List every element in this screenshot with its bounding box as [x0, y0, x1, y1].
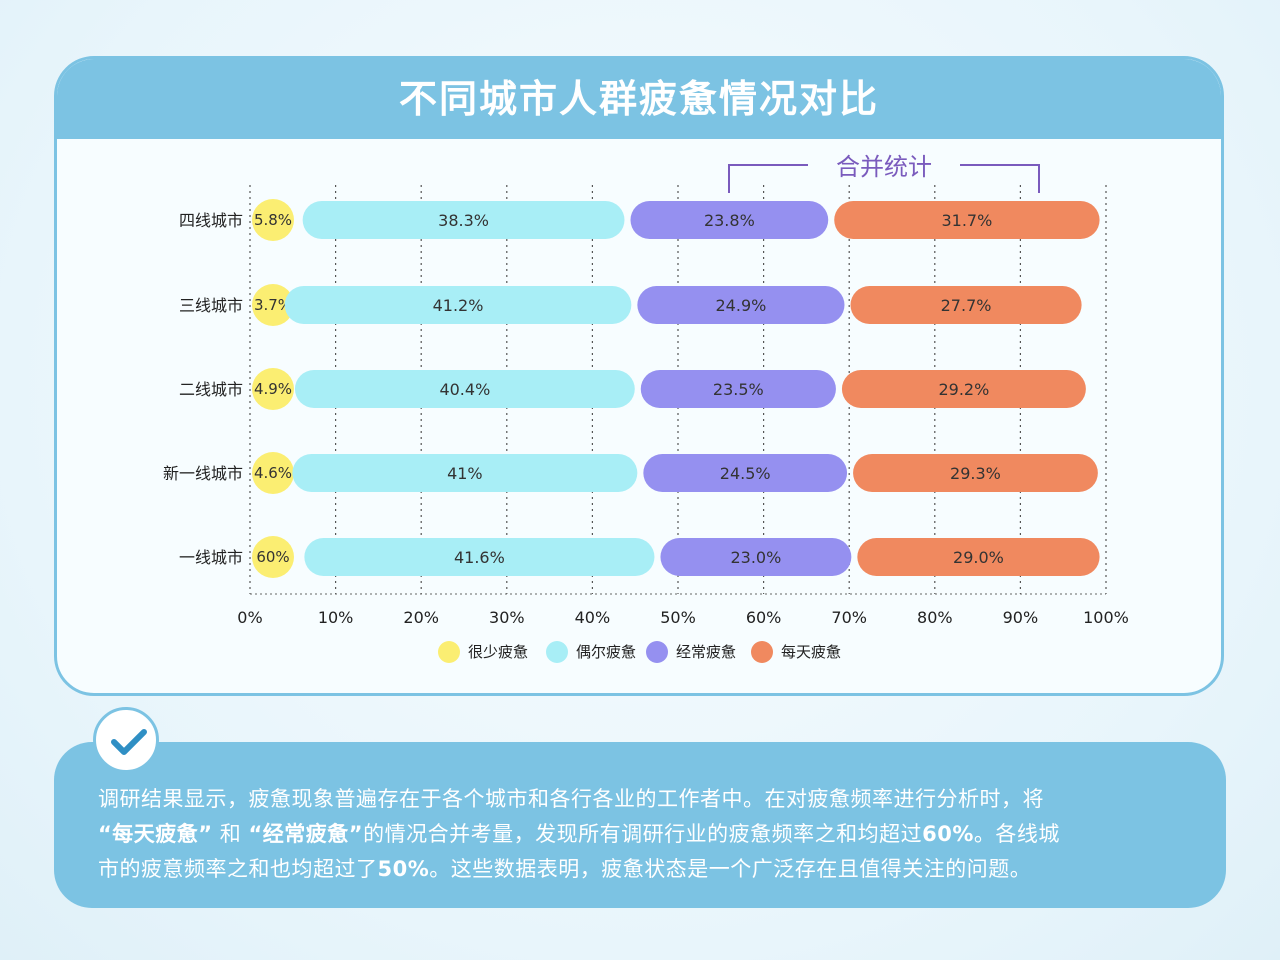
summary-text: 调研结果显示，疲惫现象普遍存在于各个城市和各行各业的工作者中。在对疲惫频率进行分…	[98, 782, 1198, 887]
legend-swatch	[751, 641, 773, 663]
summary-card: 调研结果显示，疲惫现象普遍存在于各个城市和各行各业的工作者中。在对疲惫频率进行分…	[54, 742, 1226, 908]
bar-segment-often	[660, 538, 852, 576]
bar-segment-often	[637, 286, 845, 324]
summary-quote-often: “经常疲惫”	[248, 822, 364, 846]
x-tick-label: 80%	[917, 608, 953, 627]
x-tick-label: 70%	[831, 608, 867, 627]
category-label: 新一线城市	[163, 464, 243, 483]
summary-line-2: 的情况合并考量，发现所有调研行业的疲惫频率之和均超过	[363, 822, 923, 846]
x-tick-label: 0%	[237, 608, 262, 627]
data-label-rarely: 4.9%	[254, 380, 292, 398]
data-label-sometimes: 40.4%	[439, 380, 490, 399]
legend-label: 偶尔疲惫	[576, 643, 636, 661]
x-tick-label: 10%	[318, 608, 354, 627]
legend-label: 很少疲惫	[468, 643, 528, 661]
legend-label: 经常疲惫	[676, 643, 736, 661]
summary-line-3: 市的疲意频率之和也均超过了	[98, 857, 378, 881]
category-label: 二线城市	[179, 380, 243, 399]
x-tick-label: 50%	[660, 608, 696, 627]
x-tick-label: 40%	[575, 608, 611, 627]
bar-segment-rarely	[252, 452, 294, 494]
data-label-rarely: 3.7%	[254, 296, 292, 314]
bar-segment-often	[643, 454, 848, 492]
data-label-often: 23.5%	[713, 380, 764, 399]
data-label-sometimes: 38.3%	[438, 211, 489, 230]
data-label-rarely: 60%	[256, 548, 289, 566]
x-tick-label: 20%	[403, 608, 439, 627]
bar-segment-daily	[834, 201, 1100, 239]
bar-segment-rarely	[252, 536, 294, 578]
data-label-rarely: 4.6%	[254, 464, 292, 482]
data-label-often: 24.9%	[716, 296, 767, 315]
summary-pct-60: 60%	[922, 822, 974, 846]
bracket-left	[728, 164, 808, 193]
category-label: 四线城市	[179, 211, 243, 230]
bar-segment-daily	[850, 286, 1082, 324]
summary-quote-daily: “每天疲惫”	[98, 822, 213, 846]
bar-segment-sometimes	[302, 201, 625, 239]
bracket-right	[960, 164, 1040, 193]
summary-line-3-end: 。这些数据表明，疲惫状态是一个广泛存在且值得关注的问题。	[429, 857, 1032, 881]
legend-swatch	[646, 641, 668, 663]
data-label-sometimes: 41.2%	[433, 296, 484, 315]
legend-label: 每天疲惫	[781, 643, 841, 661]
legend-swatch	[438, 641, 460, 663]
summary-and: 和	[219, 822, 242, 846]
data-label-often: 23.8%	[704, 211, 755, 230]
data-label-often: 23.0%	[730, 548, 781, 567]
x-tick-label: 90%	[1003, 608, 1039, 627]
data-label-daily: 29.0%	[953, 548, 1004, 567]
bar-segment-daily	[857, 538, 1100, 576]
summary-pct-50: 50%	[377, 857, 430, 881]
data-label-sometimes: 41%	[447, 464, 483, 483]
data-label-often: 24.5%	[720, 464, 771, 483]
data-label-daily: 29.3%	[950, 464, 1001, 483]
bar-segment-often	[630, 201, 829, 239]
data-label-sometimes: 41.6%	[454, 548, 505, 567]
bar-segment-rarely	[252, 284, 294, 326]
x-tick-label: 30%	[489, 608, 525, 627]
summary-line-1: 调研结果显示，疲惫现象普遍存在于各个城市和各行各业的工作者中。在对疲惫频率进行分…	[98, 787, 1044, 811]
data-label-daily: 27.7%	[941, 296, 992, 315]
bar-segment-often	[640, 370, 836, 408]
bar-segment-daily	[841, 370, 1086, 408]
bar-segment-daily	[853, 454, 1098, 492]
stacked-bar-chart: 0% 10% 20% 30% 40% 50% 60% 70% 80% 90% 100% 四线城市 5.8…	[163, 153, 1129, 663]
check-badge	[93, 707, 159, 773]
bar-segment-sometimes	[294, 370, 635, 408]
card-header: 不同城市人群疲惫情况对比	[57, 59, 1221, 139]
bar-segment-sometimes	[284, 286, 632, 324]
data-label-daily: 29.2%	[938, 380, 989, 399]
x-tick-label: 100%	[1083, 608, 1129, 627]
bar-segment-sometimes	[304, 538, 655, 576]
data-label-rarely: 5.8%	[254, 211, 292, 229]
x-tick-label: 60%	[746, 608, 782, 627]
bar-segment-rarely	[252, 199, 294, 241]
bar-segment-sometimes	[292, 454, 638, 492]
annotation-label: 合并统计	[836, 153, 932, 181]
bar-segment-rarely	[252, 368, 294, 410]
category-label: 三线城市	[179, 296, 243, 315]
legend-swatch	[546, 641, 568, 663]
data-label-daily: 31.7%	[941, 211, 992, 230]
summary-line-2-end: 。各线城	[973, 822, 1060, 846]
page-title: 不同城市人群疲惫情况对比	[398, 77, 879, 121]
checkmark-icon	[111, 729, 147, 755]
category-label: 一线城市	[179, 548, 243, 567]
